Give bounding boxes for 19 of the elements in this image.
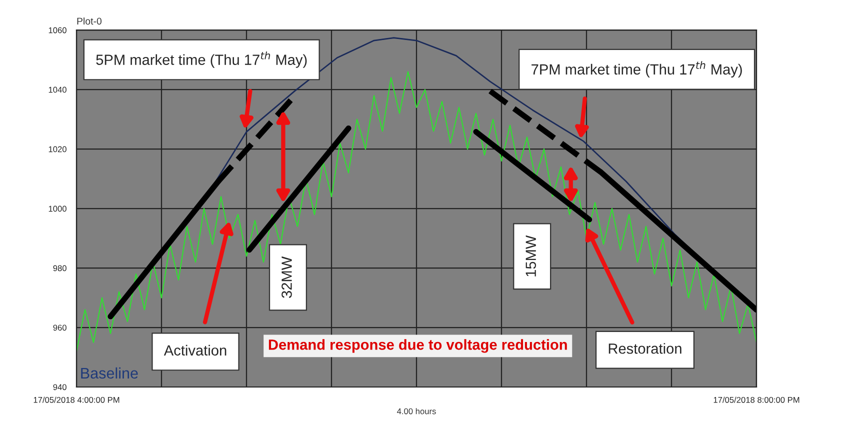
x-tick-label: 17/05/2018 4:00:00 PM [34, 396, 120, 403]
y-tick-label: 1040 [48, 86, 66, 93]
annotation: 15MW [526, 235, 536, 276]
y-tick-label: 1020 [48, 146, 66, 152]
annotation: Activation [164, 344, 226, 356]
text: 4.00 hours [397, 408, 436, 414]
y-tick-label: 1060 [48, 27, 66, 34]
annotation: 7PM market time (Thu 17$^{th}$ May) [532, 61, 742, 78]
annotation: Restoration [608, 343, 682, 354]
annotation: 5PM market time (Thu 17$^{th}$ May) [96, 51, 307, 68]
annotation: 32MW [282, 256, 292, 298]
x-tick-label: 17/05/2018 8:00:00 PM [714, 396, 800, 403]
y-tick-label: 980 [53, 265, 66, 272]
y-tick-label: 940 [53, 384, 66, 390]
text: Plot-0 [77, 17, 102, 25]
annotation: Demand response due to voltage reduction [268, 339, 567, 353]
y-tick-label: 1000 [48, 206, 66, 212]
y-tick-label: 960 [53, 324, 66, 331]
annotation: Baseline [81, 367, 138, 379]
